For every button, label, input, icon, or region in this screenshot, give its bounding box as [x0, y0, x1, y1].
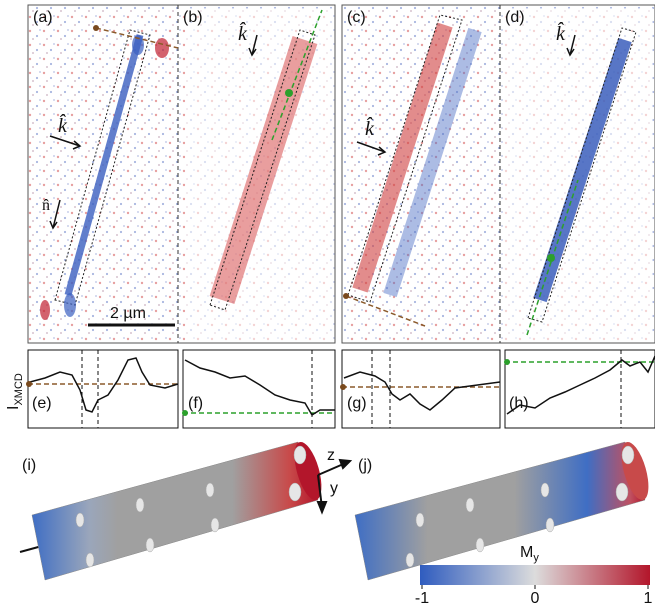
colorbar-label: My — [520, 544, 539, 564]
panel-label: (b) — [183, 9, 203, 26]
panel-label: (j) — [358, 457, 372, 474]
colorbar-tick-label: -1 — [415, 590, 429, 607]
panel-label: (i) — [22, 457, 36, 474]
panel-label: (e) — [32, 395, 52, 412]
colorbar-tick-label: 0 — [531, 590, 540, 607]
n-hat: n̂ — [42, 197, 50, 214]
k-hat: k̂ — [58, 113, 68, 137]
panel-label: (a) — [33, 9, 53, 26]
panel-label: (h) — [509, 395, 529, 412]
y-axis-label: IXMCD — [5, 373, 25, 410]
stripe — [352, 22, 453, 293]
label-main: M — [520, 544, 533, 561]
stripe — [209, 36, 318, 304]
label-sub: XMCD — [13, 373, 25, 405]
label-main: I — [5, 406, 22, 410]
colorbar-gradient — [420, 565, 650, 585]
stripe — [383, 27, 482, 298]
profiles: (e) (f) (g) (h) IXMCD — [5, 349, 655, 429]
axis-label: z — [327, 447, 335, 464]
dashed-box — [54, 29, 151, 306]
axis-label: y — [330, 480, 338, 497]
colorbar: My -1 0 1 — [415, 544, 653, 607]
colorbar-tick-label: 1 — [644, 590, 653, 607]
k-hat: k̂ — [556, 21, 566, 45]
scale-bar-label: 2 µm — [110, 305, 146, 322]
panel-label: (d) — [505, 9, 525, 26]
stripe — [64, 34, 144, 296]
panel-label: (g) — [347, 395, 367, 412]
image-panels: (a) (b) (c) (d) k̂ k̂ k̂ k̂ n̂ 2 µm — [27, 4, 655, 344]
k-hat: k̂ — [365, 116, 375, 140]
label-sub: y — [533, 552, 539, 564]
simulations: z y (i) (j) — [19, 441, 649, 581]
k-hat: k̂ — [238, 21, 248, 45]
panel-label: (f) — [188, 395, 203, 412]
panel-label: (c) — [347, 9, 366, 26]
